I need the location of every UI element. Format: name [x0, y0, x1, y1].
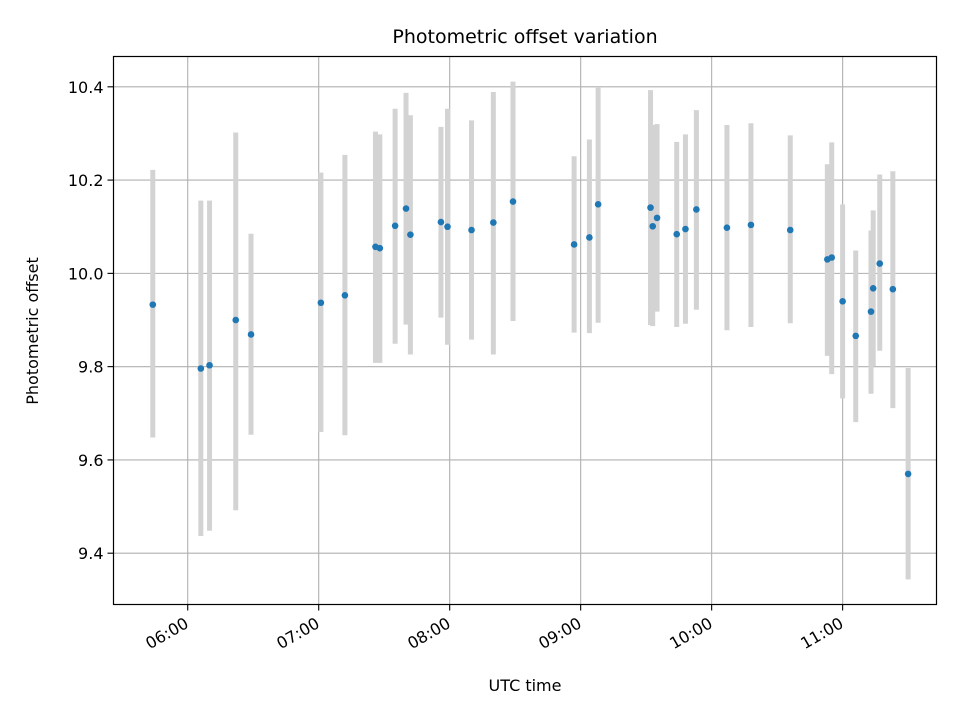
data-point: [402, 205, 410, 212]
data-point: [376, 244, 384, 252]
data-point: [786, 226, 794, 234]
data-point: [586, 234, 593, 241]
x-tick-label: 07:00: [273, 614, 322, 654]
data-point: [828, 254, 836, 261]
data-point: [723, 224, 731, 231]
y-tick-label: 9.4: [78, 544, 103, 563]
data-point: [673, 230, 681, 238]
data-point: [232, 316, 240, 324]
data-point: [852, 332, 860, 340]
data-point: [747, 221, 755, 229]
y-tick-label: 9.6: [78, 451, 103, 470]
data-point: [594, 201, 602, 208]
data-point: [247, 331, 255, 338]
data-points: [149, 198, 912, 478]
y-tick-label: 10.2: [68, 171, 104, 190]
data-point: [341, 291, 349, 299]
data-point: [437, 218, 445, 226]
data-point: [197, 365, 205, 372]
x-tick-label: 09:00: [535, 614, 584, 654]
data-point: [391, 222, 399, 230]
data-point: [649, 222, 657, 230]
data-point: [206, 361, 213, 369]
data-point: [693, 206, 700, 213]
y-axis-label: Photometric offset: [23, 257, 42, 405]
x-tick-label: 10:00: [666, 614, 715, 654]
chart-title: Photometric offset variation: [392, 26, 657, 48]
data-point: [904, 470, 912, 478]
data-point: [570, 241, 578, 248]
data-point: [682, 225, 689, 233]
y-axis-ticks: 9.4 9.6 9.8 10.0 10.2 10.4: [68, 78, 114, 563]
data-point: [876, 260, 884, 267]
y-tick-label: 10.4: [68, 78, 104, 97]
data-point: [444, 223, 451, 231]
data-point: [653, 214, 661, 222]
data-point: [149, 301, 157, 308]
x-tick-label: 11:00: [797, 614, 846, 654]
data-point: [468, 226, 475, 234]
y-tick-label: 9.8: [78, 358, 103, 377]
data-point: [490, 219, 497, 226]
data-point: [869, 284, 877, 292]
x-tick-label: 08:00: [404, 614, 453, 654]
data-point: [407, 231, 414, 238]
x-axis-label: UTC time: [489, 676, 562, 695]
x-axis-ticks: 06:00 07:00 08:00 09:00 10:00 11:00: [142, 604, 847, 654]
data-point: [839, 298, 846, 305]
data-point: [889, 285, 897, 293]
data-point: [317, 299, 325, 307]
data-point: [509, 198, 517, 205]
plot-area-frame: [112, 55, 938, 606]
data-point: [867, 308, 875, 315]
x-tick-label: 06:00: [142, 614, 191, 654]
data-point: [647, 204, 654, 211]
error-bars: [150, 81, 911, 580]
y-tick-label: 10.0: [68, 264, 104, 283]
